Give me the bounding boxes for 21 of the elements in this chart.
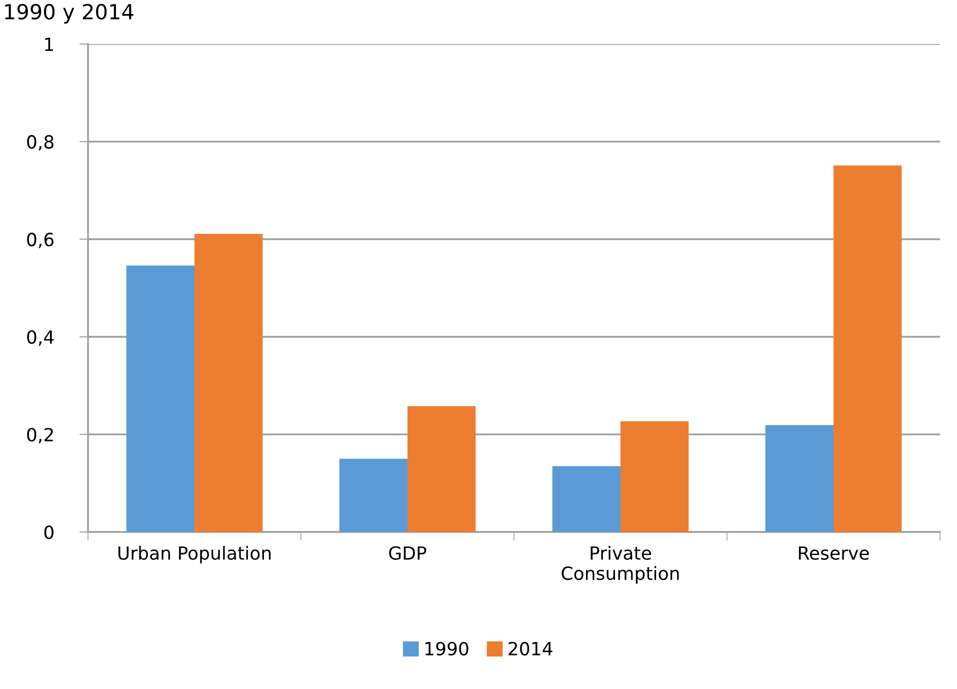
bar [765,425,834,532]
x-tick-label: Urban Population [118,546,271,564]
bar [194,234,263,532]
bar [552,466,620,532]
y-tick-label: 0 [44,525,54,540]
bar [408,406,476,532]
legend-label: 1990 [426,642,468,656]
x-tick-label: Private Consumption [562,546,679,584]
x-tick-label: Reserve [798,546,869,560]
chart-title: 1990 y 2014 [5,4,134,24]
bar [126,266,194,532]
bar [620,421,689,532]
y-tick-label: 0,8 [27,135,54,151]
y-tick-label: 0,6 [27,232,54,248]
y-tick-label: 1 [45,38,53,51]
bar [339,458,408,532]
x-tick-label: GDP [389,546,426,560]
legend-label: 2014 [508,642,552,656]
bar [834,166,902,532]
y-tick-label: 0,2 [27,428,53,444]
y-tick-label: 0,4 [27,330,54,346]
